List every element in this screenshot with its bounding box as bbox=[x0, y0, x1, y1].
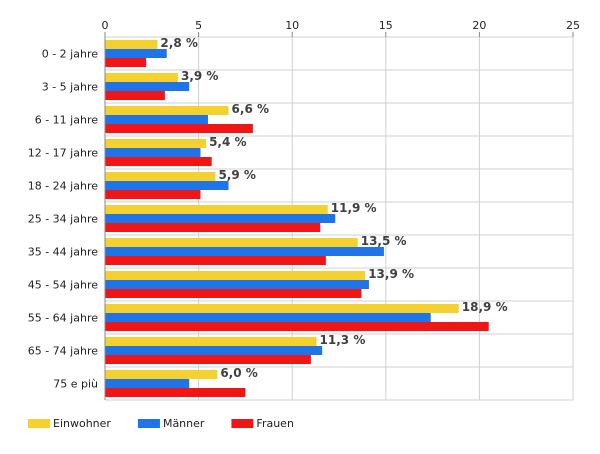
data-label: 18,9 % bbox=[462, 300, 508, 314]
grid-lines bbox=[105, 36, 574, 401]
legend-label: Einwohner bbox=[53, 417, 111, 430]
data-label: 6,0 % bbox=[220, 366, 257, 380]
data-label: 5,9 % bbox=[218, 168, 255, 182]
bar-mnner bbox=[105, 346, 323, 355]
bar-frauen bbox=[105, 256, 326, 265]
data-label: 6,6 % bbox=[232, 102, 269, 116]
x-tick-label: 10 bbox=[285, 19, 299, 32]
bar-mnner bbox=[105, 379, 190, 388]
legend-label: Männer bbox=[163, 417, 205, 430]
bar-einwohner bbox=[105, 337, 317, 346]
x-tick-label: 25 bbox=[566, 19, 580, 32]
bar-frauen bbox=[105, 91, 165, 100]
x-tick-label: 15 bbox=[379, 19, 393, 32]
legend-label: Frauen bbox=[256, 417, 294, 430]
data-label: 11,9 % bbox=[331, 201, 377, 215]
legend-swatch bbox=[231, 419, 254, 428]
bar-frauen bbox=[105, 157, 212, 166]
bar-einwohner bbox=[105, 271, 366, 280]
data-label: 13,5 % bbox=[361, 234, 407, 248]
bar-mnner bbox=[105, 247, 384, 256]
category-label: 65 - 74 jahre bbox=[28, 345, 99, 358]
bar-frauen bbox=[105, 388, 246, 397]
category-label: 3 - 5 jahre bbox=[42, 81, 99, 94]
category-label: 6 - 11 jahre bbox=[35, 114, 99, 127]
category-label: 75 e più bbox=[53, 378, 98, 391]
bar-mnner bbox=[105, 148, 201, 157]
bar-einwohner bbox=[105, 139, 207, 148]
data-label: 11,3 % bbox=[320, 333, 366, 347]
category-label: 45 - 54 jahre bbox=[28, 279, 99, 292]
category-label: 12 - 17 jahre bbox=[28, 147, 99, 160]
legend-swatch bbox=[137, 419, 160, 428]
legend: Einwohner Männer Frauen bbox=[28, 417, 294, 430]
bar-mnner bbox=[105, 280, 369, 289]
bar-mnner bbox=[105, 214, 336, 223]
x-tick-label: 0 bbox=[102, 19, 109, 32]
bar-frauen bbox=[105, 124, 253, 133]
data-label: 5,4 % bbox=[209, 135, 246, 149]
axes: 0 5 10 15 20 25 0 - 2 jahre 3 - 5 jahre 6 - 11 j… bbox=[28, 19, 580, 400]
bar-mnner bbox=[105, 181, 229, 190]
bar-einwohner bbox=[105, 40, 158, 49]
legend-swatch bbox=[28, 419, 50, 428]
data-label: 3,9 % bbox=[181, 69, 218, 83]
bar-mnner bbox=[105, 313, 431, 322]
bar-einwohner bbox=[105, 370, 218, 379]
data-label: 2,8 % bbox=[160, 36, 197, 50]
bar-einwohner bbox=[105, 73, 179, 82]
x-tick-label: 5 bbox=[195, 19, 202, 32]
bar-einwohner bbox=[105, 238, 358, 247]
bar-frauen bbox=[105, 190, 201, 199]
bar-einwohner bbox=[105, 205, 328, 214]
bar-mnner bbox=[105, 49, 167, 58]
bar-einwohner bbox=[105, 172, 216, 181]
category-label: 55 - 64 jahre bbox=[28, 312, 99, 325]
data-labels: 2,8 % 3,9 % 6,6 % 5,4 % 5,9 % 11,9 % 13,5 % 13,… bbox=[160, 36, 507, 380]
bars bbox=[105, 40, 489, 397]
category-label: 0 - 2 jahre bbox=[42, 48, 99, 61]
category-label: 18 - 24 jahre bbox=[28, 180, 99, 193]
category-label: 25 - 34 jahre bbox=[28, 213, 99, 226]
category-label: 35 - 44 jahre bbox=[28, 246, 99, 259]
bar-frauen bbox=[105, 322, 489, 331]
bar-einwohner bbox=[105, 106, 229, 115]
x-tick-label: 20 bbox=[472, 19, 486, 32]
bar-frauen bbox=[105, 289, 362, 298]
bar-mnner bbox=[105, 115, 208, 124]
bar-frauen bbox=[105, 223, 321, 232]
bar-einwohner bbox=[105, 304, 459, 313]
data-label: 13,9 % bbox=[368, 267, 414, 281]
bar-mnner bbox=[105, 82, 190, 91]
bar-frauen bbox=[105, 58, 147, 67]
bar-frauen bbox=[105, 355, 311, 364]
